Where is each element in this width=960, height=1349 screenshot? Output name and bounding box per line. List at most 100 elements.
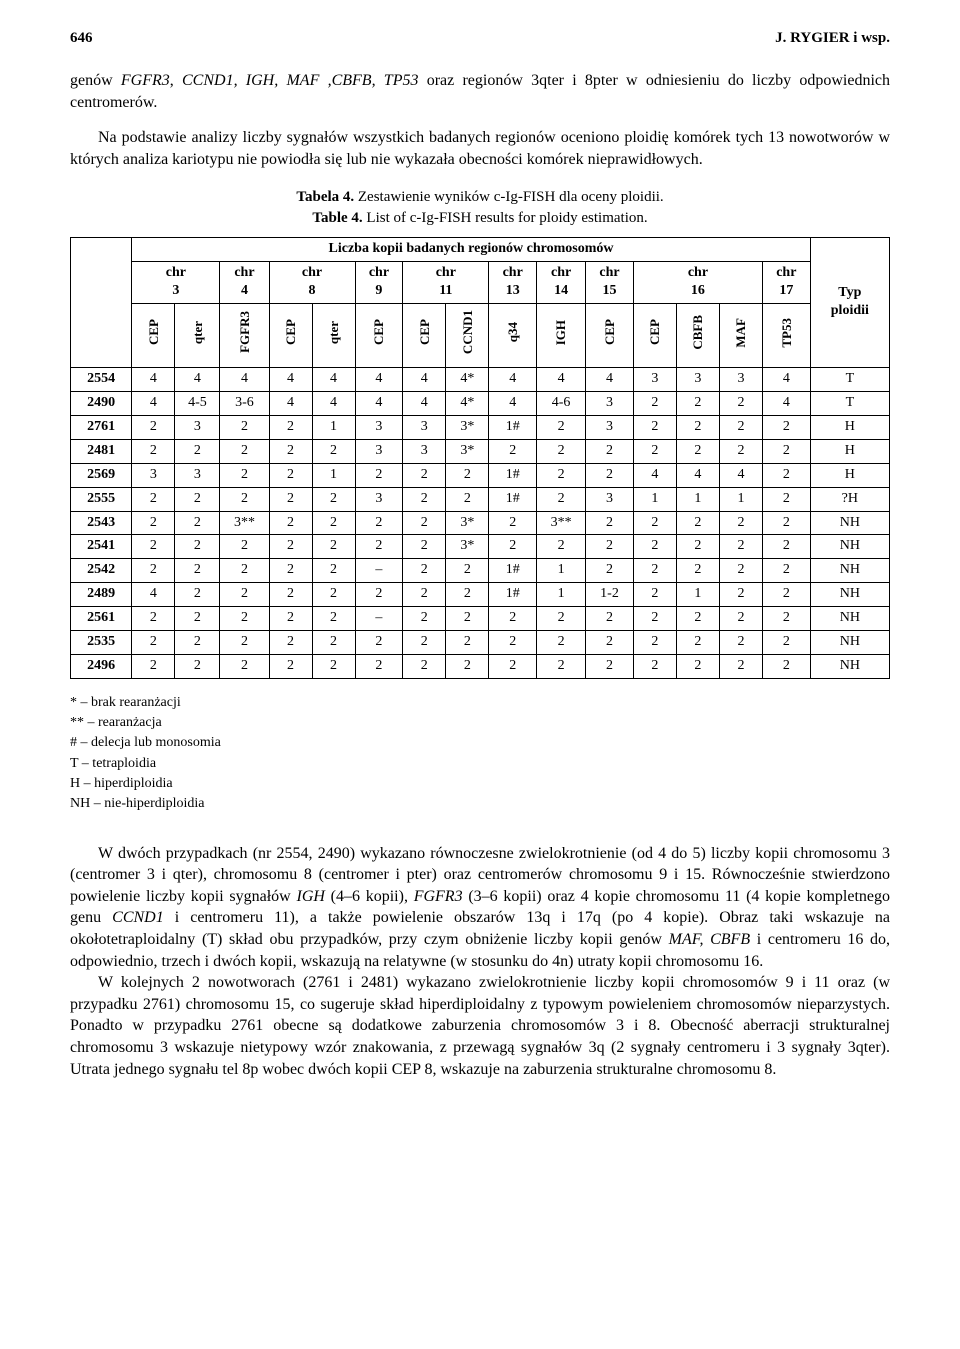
typ-cell: H — [810, 439, 889, 463]
sub-header: qter — [175, 304, 220, 368]
typ-cell: H — [810, 463, 889, 487]
cell: 4 — [269, 392, 312, 416]
table-row: 2555222223221#231112?H — [71, 487, 890, 511]
cell: 2 — [403, 487, 446, 511]
cell: 2 — [220, 487, 269, 511]
cell: 2 — [537, 631, 586, 655]
legend-line: # – delecja lub monosomia — [70, 733, 890, 753]
cell: 2 — [132, 439, 175, 463]
body-para: W dwóch przypadkach (nr 2554, 2490) wyka… — [70, 843, 890, 973]
cell: 2 — [537, 439, 586, 463]
cell: 4 — [175, 368, 220, 392]
cell: 2 — [132, 607, 175, 631]
cell: 2 — [676, 654, 719, 678]
table-legend: * – brak rearanżacji** – rearanżacja# – … — [70, 693, 890, 815]
ploidy-table: Liczba kopii badanych regionów chromosom… — [70, 237, 890, 679]
cell: 2 — [762, 416, 810, 440]
cell: 3 — [132, 463, 175, 487]
cell: 2 — [175, 535, 220, 559]
cell: 2 — [633, 439, 676, 463]
cell: 1-2 — [586, 583, 634, 607]
cell: 1 — [312, 416, 355, 440]
typ-header: Typploidii — [810, 237, 889, 368]
sub-header: CEP — [403, 304, 446, 368]
cell: 2 — [537, 654, 586, 678]
cell: 3 — [355, 487, 403, 511]
cell: 2 — [446, 654, 489, 678]
table-caption: Tabela 4. Zestawienie wyników c-Ig-FISH … — [70, 187, 890, 229]
chr-group: chr8 — [269, 261, 355, 304]
cell: 4-6 — [537, 392, 586, 416]
sub-header: FGFR3 — [220, 304, 269, 368]
cell: 3* — [446, 416, 489, 440]
cell: 2 — [220, 535, 269, 559]
cell: 2 — [719, 559, 762, 583]
cell: 2 — [220, 416, 269, 440]
sub-header: CEP — [132, 304, 175, 368]
intro-para-2: Na podstawie analizy liczby sygnałów wsz… — [70, 127, 890, 170]
row-id: 2481 — [71, 439, 132, 463]
cell: 2 — [762, 654, 810, 678]
cell: 2 — [269, 654, 312, 678]
cell: 2 — [269, 439, 312, 463]
cell: 3 — [175, 416, 220, 440]
cell: 2 — [269, 416, 312, 440]
running-head: J. RYGIER i wsp. — [775, 28, 890, 48]
cell: 2 — [586, 607, 634, 631]
cell: 4 — [312, 368, 355, 392]
cell: 2 — [132, 631, 175, 655]
cell: 2 — [719, 392, 762, 416]
typ-cell: NH — [810, 607, 889, 631]
cell: 2 — [633, 583, 676, 607]
cell: 1# — [489, 559, 537, 583]
cell: 4 — [220, 368, 269, 392]
cell: 2 — [446, 607, 489, 631]
super-header: Liczba kopii badanych regionów chromosom… — [132, 237, 810, 261]
cell: 2 — [403, 583, 446, 607]
cell: 2 — [355, 463, 403, 487]
running-header: 646 J. RYGIER i wsp. — [70, 28, 890, 48]
row-id: 2535 — [71, 631, 132, 655]
cell: 2 — [446, 631, 489, 655]
cell: 2 — [446, 583, 489, 607]
cell: 2 — [676, 631, 719, 655]
cell: 4 — [132, 583, 175, 607]
cell: 2 — [676, 439, 719, 463]
typ-cell: NH — [810, 559, 889, 583]
cell: 2 — [676, 607, 719, 631]
cell: 4 — [403, 368, 446, 392]
legend-line: ** – rearanżacja — [70, 713, 890, 733]
cell: 2 — [175, 607, 220, 631]
cell: 2 — [446, 487, 489, 511]
typ-cell: H — [810, 416, 889, 440]
cell: 2 — [355, 654, 403, 678]
cell: 2 — [403, 607, 446, 631]
cell: 2 — [269, 607, 312, 631]
cell: 2 — [586, 463, 634, 487]
cell: 2 — [719, 654, 762, 678]
sub-header: CEP — [355, 304, 403, 368]
cell: 2 — [719, 511, 762, 535]
row-id: 2761 — [71, 416, 132, 440]
cell: 2 — [676, 559, 719, 583]
typ-cell: NH — [810, 583, 889, 607]
cell: 4 — [762, 392, 810, 416]
typ-cell: T — [810, 368, 889, 392]
cell: 4* — [446, 368, 489, 392]
chr-group: chr9 — [355, 261, 403, 304]
cell: 1# — [489, 487, 537, 511]
cell: 2 — [537, 416, 586, 440]
cell: 1 — [312, 463, 355, 487]
cell: 2 — [403, 559, 446, 583]
cell: 2 — [633, 631, 676, 655]
cell: 3 — [403, 416, 446, 440]
row-id: 2490 — [71, 392, 132, 416]
cell: 2 — [633, 511, 676, 535]
cell: 2 — [175, 511, 220, 535]
typ-cell: ?H — [810, 487, 889, 511]
table-row: 2543223**22223*23**22222NH — [71, 511, 890, 535]
cell: 2 — [633, 559, 676, 583]
legend-line: H – hiperdiploidia — [70, 774, 890, 794]
cell: 2 — [762, 487, 810, 511]
cell: 4 — [633, 463, 676, 487]
